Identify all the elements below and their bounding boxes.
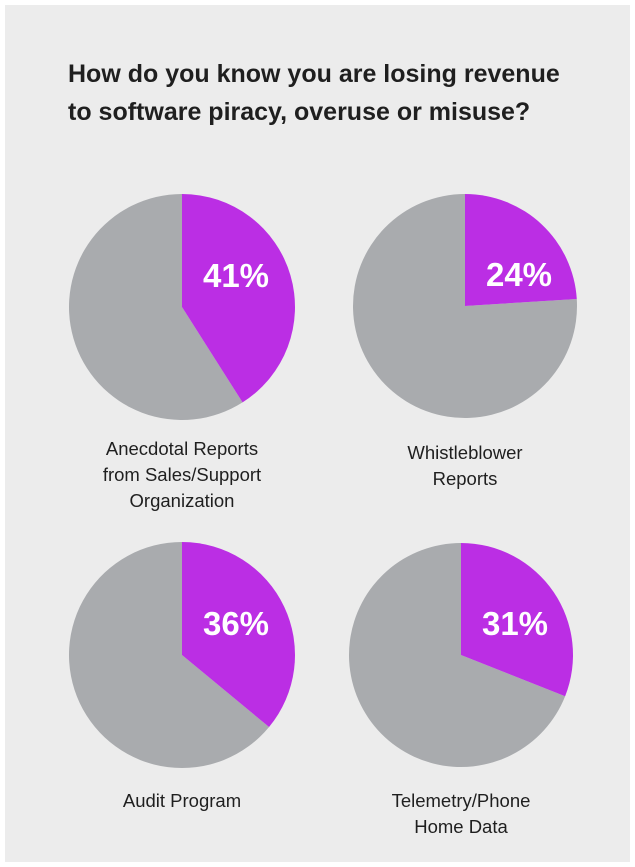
chart-title: How do you know you are losing revenue t… xyxy=(68,60,560,126)
pie-slice-highlight xyxy=(461,543,573,697)
pie-value-label: 24% xyxy=(486,256,552,293)
pie-category-label: Telemetry/Phone Home Data xyxy=(391,790,531,837)
pie-slice-highlight xyxy=(182,194,296,403)
pie-category-label: Anecdotal Reports from Sales/Support Org… xyxy=(102,438,262,511)
pie-value-label: 41% xyxy=(203,257,269,294)
pie-value-label: 31% xyxy=(482,605,548,642)
pie-category-label: Audit Program xyxy=(122,790,242,811)
pie-slice-remainder xyxy=(69,194,243,420)
pie-value-label: 36% xyxy=(203,605,269,642)
pie-slice-remainder xyxy=(349,543,566,767)
pie-slice-highlight xyxy=(465,194,577,306)
pie-slice-highlight xyxy=(182,542,295,728)
pie-category-label: Whistleblower Reports xyxy=(407,442,523,489)
pie-slice-remainder xyxy=(68,542,270,769)
